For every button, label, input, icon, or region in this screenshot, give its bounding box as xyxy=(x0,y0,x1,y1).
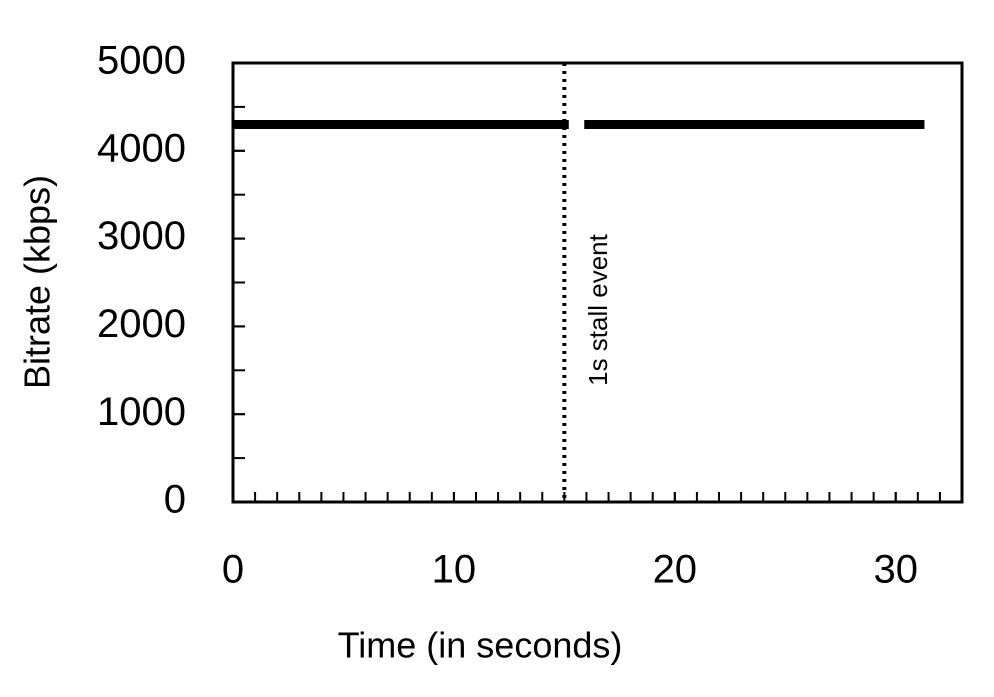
y-tick-label: 1000 xyxy=(97,390,186,434)
y-tick-label: 3000 xyxy=(97,214,186,258)
x-tick-label: 10 xyxy=(432,548,477,592)
annotation: 1s stall event xyxy=(583,233,613,386)
y-tick-label: 2000 xyxy=(97,302,186,346)
plot-frame xyxy=(231,61,964,504)
x-tick-label: 20 xyxy=(653,548,698,592)
y-tick-label: 4000 xyxy=(97,126,186,170)
y-tick-label: 0 xyxy=(164,478,186,522)
y-axis-title: Bitrate (kbps) xyxy=(17,175,58,389)
x-axis-title: Time (in seconds) xyxy=(338,625,623,666)
x-tick-label: 30 xyxy=(873,548,918,592)
y-tick-label: 5000 xyxy=(97,39,186,83)
x-tick-label: 0 xyxy=(222,548,244,592)
